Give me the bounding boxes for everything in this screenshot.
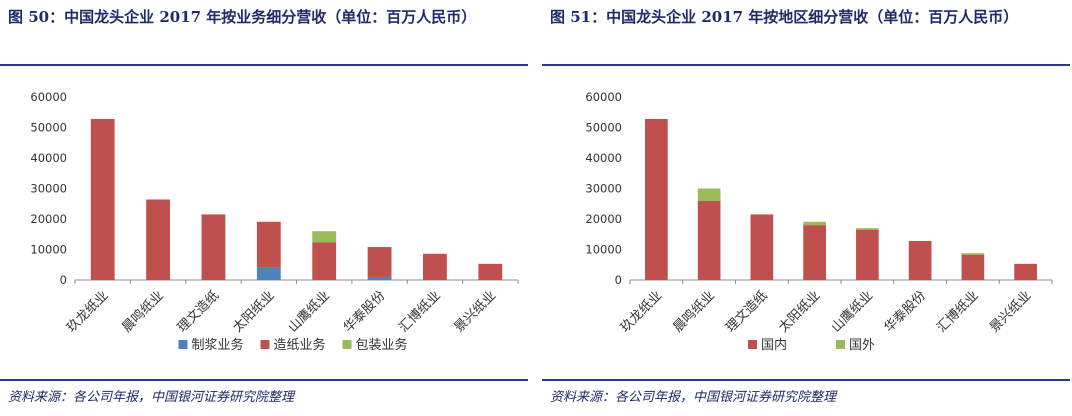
y-tick-label: 30000 (30, 182, 67, 196)
bar-segment (645, 118, 668, 281)
bar-segment (803, 221, 826, 226)
x-tick-label: 太阳纸业 (776, 288, 823, 335)
x-tick-label: 晨鸣纸业 (670, 288, 718, 336)
legend-label: 包装业务 (356, 337, 408, 353)
bar-segment (750, 214, 774, 280)
y-tick-label: 40000 (585, 151, 622, 165)
bar-segment (1014, 263, 1037, 280)
x-tick-label: 理文造纸 (175, 288, 222, 335)
x-tick-label: 汇博纸业 (396, 288, 443, 335)
bar-segment (312, 242, 337, 280)
x-tick-label: 山鹰纸业 (285, 288, 333, 336)
bottom-rule (0, 379, 528, 381)
y-tick-label: 10000 (30, 243, 67, 257)
x-tick-label: 汇博纸业 (934, 288, 981, 335)
figure-51-title: 图 51：中国龙头企业 2017 年按地区细分营收（单位：百万人民币） (550, 8, 1019, 26)
x-tick-label: 华泰股份 (341, 288, 388, 335)
y-tick-label: 60000 (30, 90, 67, 104)
legend-swatch (178, 340, 188, 349)
legend-swatch (748, 340, 757, 349)
bar-segment (803, 225, 826, 280)
y-tick-label: 20000 (30, 212, 67, 226)
x-tick-label: 太阳纸业 (230, 288, 277, 335)
y-tick-label: 0 (615, 273, 622, 287)
figure-50-panel: 图 50：中国龙头企业 2017 年按业务细分营收（单位：百万人民币） 0 100… (0, 0, 530, 416)
bar-segment (961, 254, 985, 280)
y-tick-label: 30000 (585, 182, 622, 196)
bar-segment (367, 247, 392, 277)
y-tick-label: 60000 (585, 90, 622, 104)
bar-segment (697, 188, 721, 202)
bar-segment (256, 221, 281, 268)
x-tick-label: 玖龙纸业 (617, 288, 665, 336)
bar-segment (478, 263, 503, 280)
y-tick-label: 50000 (30, 121, 67, 135)
top-rule (542, 64, 1070, 66)
figure-51-source: 资料来源：各公司年报，中国银河证券研究院整理 (550, 390, 837, 405)
legend-label: 国外 (849, 338, 875, 353)
figure-50-title: 图 50：中国龙头企业 2017 年按业务细分营收（单位：百万人民币） (8, 8, 477, 26)
bar-segment (697, 201, 721, 280)
figure-51-panel: 图 51：中国龙头企业 2017 年按地区细分营收（单位：百万人民币） 0 100… (542, 0, 1072, 416)
legend-label: 造纸业务 (274, 337, 326, 353)
y-tick-label: 0 (60, 273, 67, 287)
x-tick-label: 晨鸣纸业 (119, 288, 167, 336)
bar-segment (908, 240, 932, 280)
bar-segment (961, 253, 985, 255)
x-tick-label: 景兴纸业 (452, 288, 499, 335)
legend-swatch (260, 340, 270, 349)
bar-segment (423, 253, 447, 280)
legend-swatch (836, 340, 845, 349)
x-tick-label: 玖龙纸业 (63, 288, 111, 336)
x-tick-label: 景兴纸业 (987, 288, 1034, 335)
bar-segment (201, 214, 226, 280)
bar-segment (146, 199, 170, 280)
bar-segment (312, 231, 337, 243)
business-revenue-chart: 0 10000 20000 30000 40000 50000 60000 玖龙纸业 晨鸣纸业理… (30, 90, 519, 353)
x-tick-label: 理文造纸 (723, 288, 770, 335)
legend-swatch (342, 340, 352, 349)
region-revenue-chart: 0 10000 20000 30000 40000 50000 60000 玖龙纸业 晨鸣纸业理… (585, 90, 1053, 353)
y-tick-label: 50000 (585, 121, 622, 135)
bar-segment (856, 229, 879, 280)
bar-segment (256, 267, 281, 280)
y-tick-label: 20000 (585, 212, 622, 226)
y-tick-label: 40000 (30, 151, 67, 165)
y-tick-label: 10000 (585, 243, 622, 257)
legend-label: 制浆业务 (192, 337, 244, 353)
x-tick-label: 华泰股份 (882, 288, 929, 335)
figure-50-source: 资料来源：各公司年报，中国银河证券研究院整理 (8, 390, 295, 405)
bottom-rule (542, 379, 1070, 381)
bar-segment (367, 276, 392, 280)
legend-label: 国内 (761, 337, 787, 353)
x-tick-label: 山鹰纸业 (828, 288, 876, 336)
bar-segment (90, 118, 115, 281)
bar-segment (856, 228, 879, 230)
top-rule (0, 64, 528, 66)
